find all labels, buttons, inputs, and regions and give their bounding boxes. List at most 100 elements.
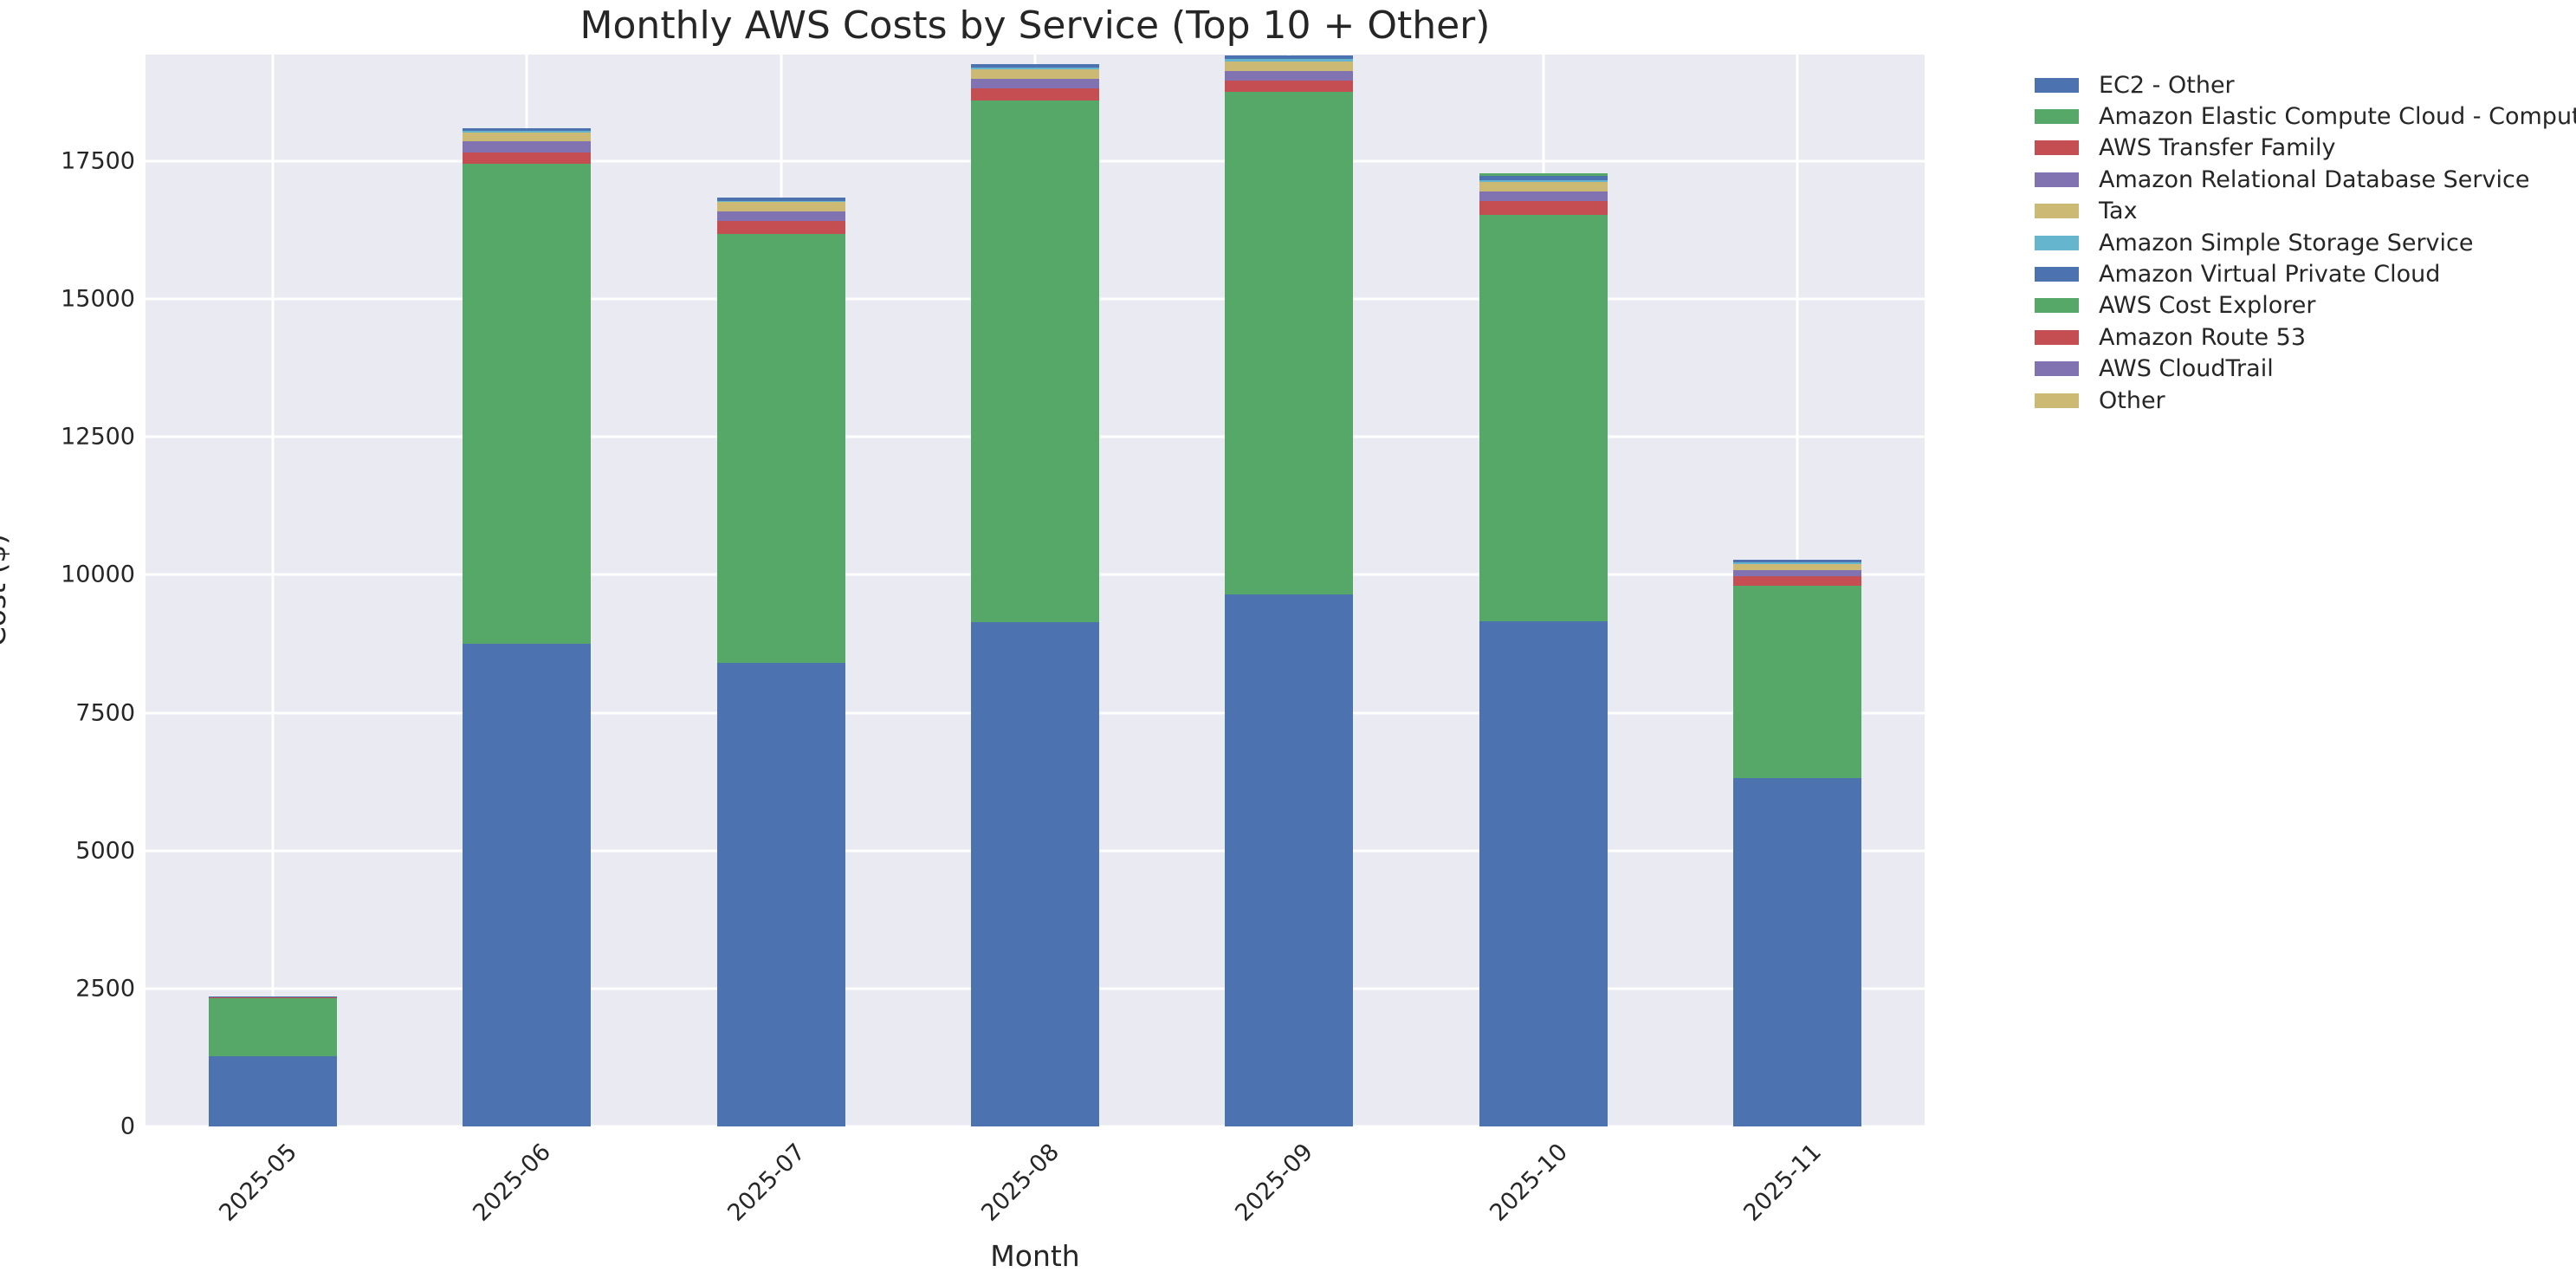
bar-segment xyxy=(1479,215,1608,621)
bar-segment xyxy=(971,63,1099,68)
legend-label: Amazon Elastic Compute Cloud - Compute xyxy=(2099,103,2576,131)
y-tick-label: 7500 xyxy=(75,699,135,727)
bar-segment xyxy=(1733,564,1862,570)
bar-segment xyxy=(971,88,1099,101)
bar-segment xyxy=(463,131,592,133)
bar-segment xyxy=(1479,179,1608,183)
bar-segment xyxy=(1225,80,1354,93)
x-tick-label: 2025-05 xyxy=(213,1139,302,1227)
legend-label: AWS Cost Explorer xyxy=(2099,292,2316,320)
bar-2025-11 xyxy=(1733,55,1862,1126)
legend-label: Amazon Relational Database Service xyxy=(2099,165,2530,193)
bar-segment xyxy=(1479,175,1608,180)
bar-segment xyxy=(716,211,845,222)
bar-segment xyxy=(716,198,845,201)
gridline-vertical xyxy=(271,55,275,1126)
gridline-horizontal xyxy=(146,1125,1925,1128)
x-tick-label: 2025-08 xyxy=(976,1139,1065,1227)
bar-segment xyxy=(463,141,592,153)
plot-area xyxy=(146,55,1925,1128)
y-tick-label: 10000 xyxy=(61,561,135,588)
legend-swatch-icon xyxy=(2035,235,2079,250)
y-tick-label: 15000 xyxy=(61,285,135,313)
bar-segment xyxy=(1479,201,1608,216)
bar-segment xyxy=(1479,173,1608,176)
bar-segment xyxy=(208,998,337,1057)
bar-segment xyxy=(1733,559,1862,563)
y-tick-label: 5000 xyxy=(75,837,135,865)
legend-swatch-icon xyxy=(2035,204,2079,219)
y-tick-label: 0 xyxy=(120,1113,135,1140)
legend-label: Tax xyxy=(2099,198,2138,225)
legend-item: Amazon Simple Storage Service xyxy=(2035,227,2576,258)
legend-swatch-icon xyxy=(2035,109,2079,125)
bar-segment xyxy=(463,152,592,164)
bar-segment xyxy=(463,644,592,1126)
bar-segment xyxy=(1733,569,1862,576)
bar-2025-07 xyxy=(716,55,845,1126)
legend-swatch-icon xyxy=(2035,77,2079,93)
legend-label: Amazon Route 53 xyxy=(2099,323,2307,351)
bar-segment xyxy=(971,78,1099,89)
legend-item: Amazon Relational Database Service xyxy=(2035,164,2576,195)
legend-label: Other xyxy=(2099,386,2165,414)
x-tick-label: 2025-09 xyxy=(1230,1139,1319,1227)
bar-2025-10 xyxy=(1479,55,1608,1126)
legend-swatch-icon xyxy=(2035,172,2079,187)
bar-segment xyxy=(208,997,337,999)
bar-2025-08 xyxy=(971,55,1099,1126)
bar-segment xyxy=(1733,585,1862,779)
chart-title: Monthly AWS Costs by Service (Top 10 + O… xyxy=(579,3,1491,48)
bar-segment xyxy=(716,663,845,1126)
legend-label: AWS CloudTrail xyxy=(2099,355,2274,383)
bar-segment xyxy=(208,996,337,998)
legend-item: Amazon Route 53 xyxy=(2035,321,2576,353)
bar-segment xyxy=(463,127,592,132)
bar-segment xyxy=(971,68,1099,70)
legend-item: AWS Cost Explorer xyxy=(2035,290,2576,321)
x-tick-label: 2025-07 xyxy=(722,1139,811,1227)
legend-item: EC2 - Other xyxy=(2035,69,2576,101)
bar-segment xyxy=(1479,191,1608,202)
bar-segment xyxy=(463,163,592,645)
y-axis-label: Cost ($) xyxy=(0,533,12,647)
y-tick-label: 17500 xyxy=(61,147,135,175)
legend-item: AWS Transfer Family xyxy=(2035,133,2576,164)
legend-swatch-icon xyxy=(2035,329,2079,345)
legend-swatch-icon xyxy=(2035,267,2079,282)
bar-segment xyxy=(1479,182,1608,192)
legend-label: EC2 - Other xyxy=(2099,71,2235,99)
bar-segment xyxy=(1225,70,1354,81)
bar-segment xyxy=(716,201,845,211)
bar-segment xyxy=(1225,59,1354,62)
legend-label: Amazon Virtual Private Cloud xyxy=(2099,261,2441,289)
legend-item: Amazon Elastic Compute Cloud - Compute xyxy=(2035,101,2576,132)
legend: EC2 - Other Amazon Elastic Compute Cloud … xyxy=(2035,69,2576,416)
bar-segment xyxy=(971,69,1099,79)
legend-swatch-icon xyxy=(2035,140,2079,156)
bar-segment xyxy=(716,234,845,664)
bar-segment xyxy=(1225,92,1354,594)
legend-item: AWS CloudTrail xyxy=(2035,354,2576,385)
bar-segment xyxy=(1225,62,1354,71)
bar-segment xyxy=(208,1056,337,1126)
bar-segment xyxy=(1479,620,1608,1126)
bar-segment xyxy=(1733,778,1862,1126)
legend-item: Amazon Virtual Private Cloud xyxy=(2035,258,2576,289)
legend-label: AWS Transfer Family xyxy=(2099,134,2336,162)
bar-2025-06 xyxy=(463,55,592,1126)
y-tick-label: 2500 xyxy=(75,975,135,1003)
bar-segment xyxy=(971,621,1099,1126)
legend-item: Tax xyxy=(2035,196,2576,227)
bar-segment xyxy=(716,221,845,235)
bar-segment xyxy=(1733,562,1862,565)
bar-segment xyxy=(971,101,1099,622)
legend-item: Other xyxy=(2035,385,2576,416)
legend-swatch-icon xyxy=(2035,298,2079,314)
x-axis-label: Month xyxy=(990,1239,1080,1273)
bar-segment xyxy=(1225,594,1354,1126)
x-tick-label: 2025-10 xyxy=(1485,1139,1573,1227)
legend-swatch-icon xyxy=(2035,361,2079,377)
x-tick-label: 2025-11 xyxy=(1738,1139,1828,1227)
